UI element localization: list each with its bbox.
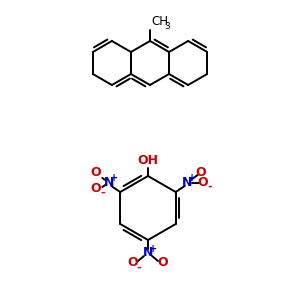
Text: +: + [149,244,157,254]
Text: CH: CH [151,15,168,28]
Text: N: N [143,247,153,260]
Text: -: - [207,182,212,192]
Text: N: N [104,176,115,190]
Text: -: - [137,263,141,273]
Text: -: - [100,188,105,198]
Text: OH: OH [137,154,158,167]
Text: O: O [90,166,101,178]
Text: O: O [197,176,208,190]
Text: O: O [195,167,206,179]
Text: N: N [182,176,192,190]
Text: +: + [110,173,118,183]
Text: 3: 3 [164,22,170,31]
Text: O: O [158,256,168,269]
Text: O: O [90,182,101,196]
Text: +: + [188,173,196,183]
Text: O: O [128,256,138,269]
